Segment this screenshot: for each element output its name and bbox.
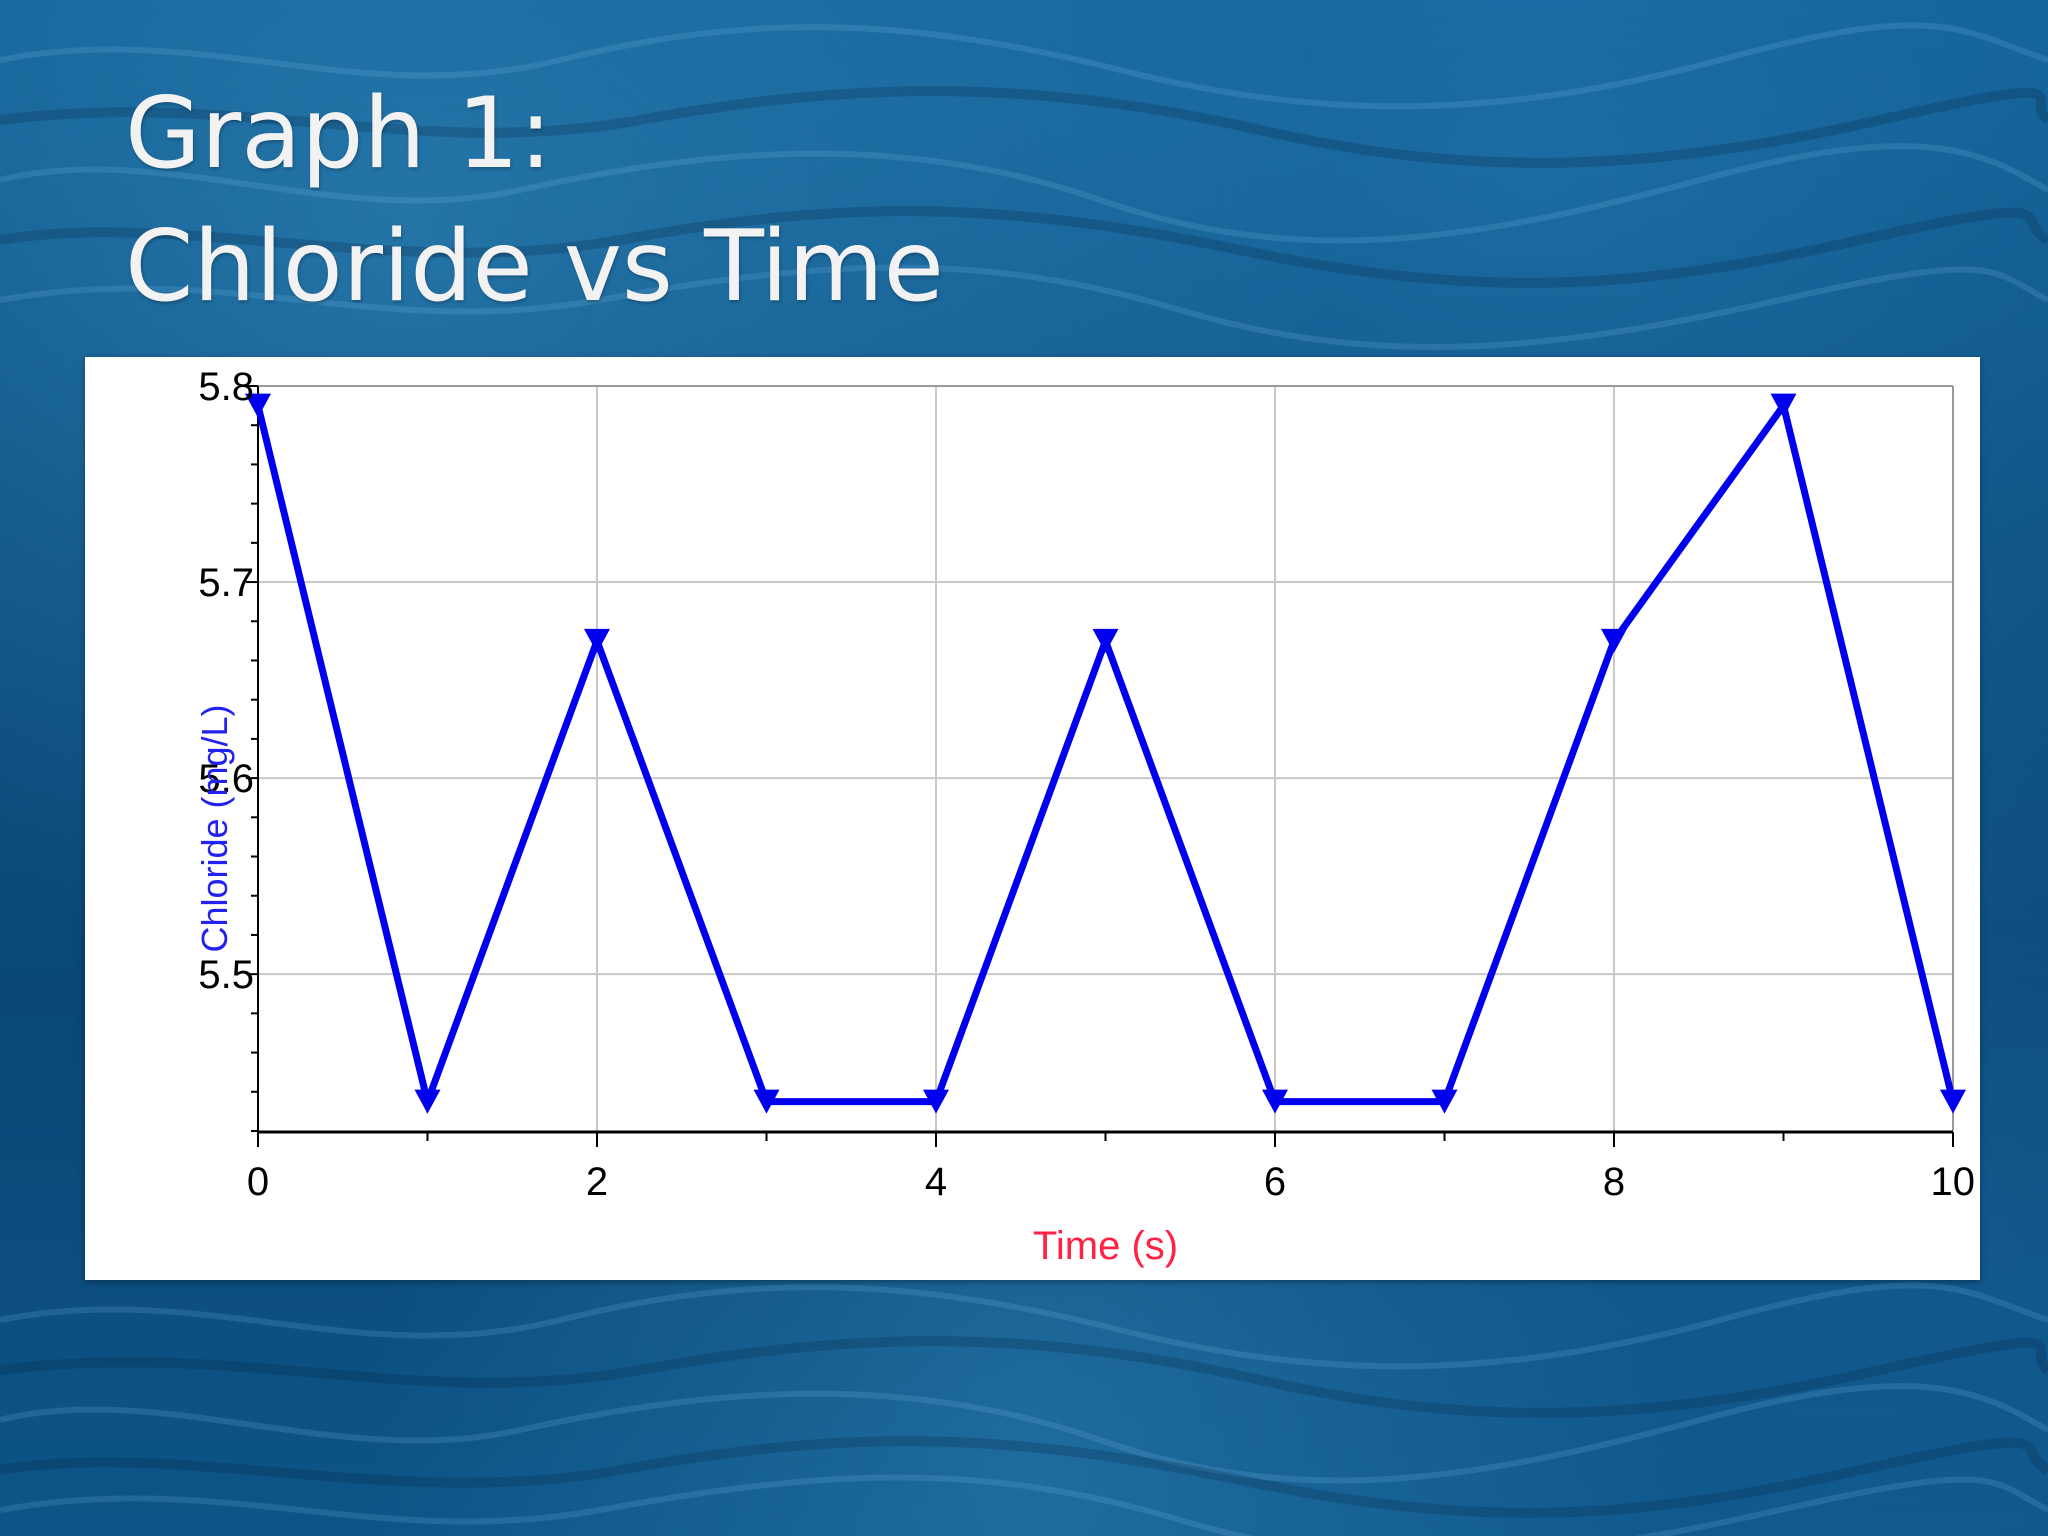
data-point-marker (1601, 628, 1627, 653)
data-point-marker (1092, 628, 1119, 653)
series-layer (245, 393, 1966, 1114)
grid-lines (258, 386, 1953, 1131)
y-tick-label: 5.7 (198, 561, 254, 605)
x-tick-label: 2 (586, 1160, 608, 1204)
chloride-line-chart: 5.5 5.6 5.7 5.8 0 2 4 6 8 10 Time (s) Chloride (m… (194, 365, 1975, 1268)
data-point-marker (923, 1089, 949, 1114)
y-tick-label: 5.6 (198, 757, 254, 801)
data-point-marker (1262, 1089, 1288, 1114)
x-tick-label: 4 (925, 1160, 947, 1204)
data-point-marker (414, 1089, 441, 1114)
y-tick-label: 5.8 (198, 365, 254, 409)
x-tick-label: 6 (1264, 1160, 1286, 1204)
data-point-marker (1940, 1089, 1966, 1114)
slide-title-line-1: Graph 1: (125, 77, 553, 191)
y-tick-label: 5.5 (198, 953, 254, 997)
data-point-marker (753, 1089, 780, 1114)
data-point-marker (1770, 393, 1797, 418)
tick-labels: 5.5 5.6 5.7 5.8 0 2 4 6 8 10 (198, 365, 1975, 1204)
x-tick-label: 10 (1931, 1160, 1976, 1204)
chart-panel: 5.5 5.6 5.7 5.8 0 2 4 6 8 10 Time (s) Chloride (m… (85, 357, 1980, 1280)
data-point-marker (1431, 1089, 1458, 1114)
x-tick-label: 0 (247, 1160, 269, 1204)
x-tick-label: 8 (1603, 1160, 1625, 1204)
slide-title-line-2: Chloride vs Time (125, 210, 944, 324)
plot-axes (246, 385, 1954, 1147)
x-axis-title: Time (s) (1033, 1224, 1178, 1268)
y-axis-title: Chloride (mg/L) (194, 704, 235, 952)
data-line (254, 397, 1957, 1114)
data-point-marker (584, 628, 610, 653)
slide-title: Graph 1: Chloride vs Time (125, 68, 944, 334)
data-point-marker (245, 393, 271, 418)
